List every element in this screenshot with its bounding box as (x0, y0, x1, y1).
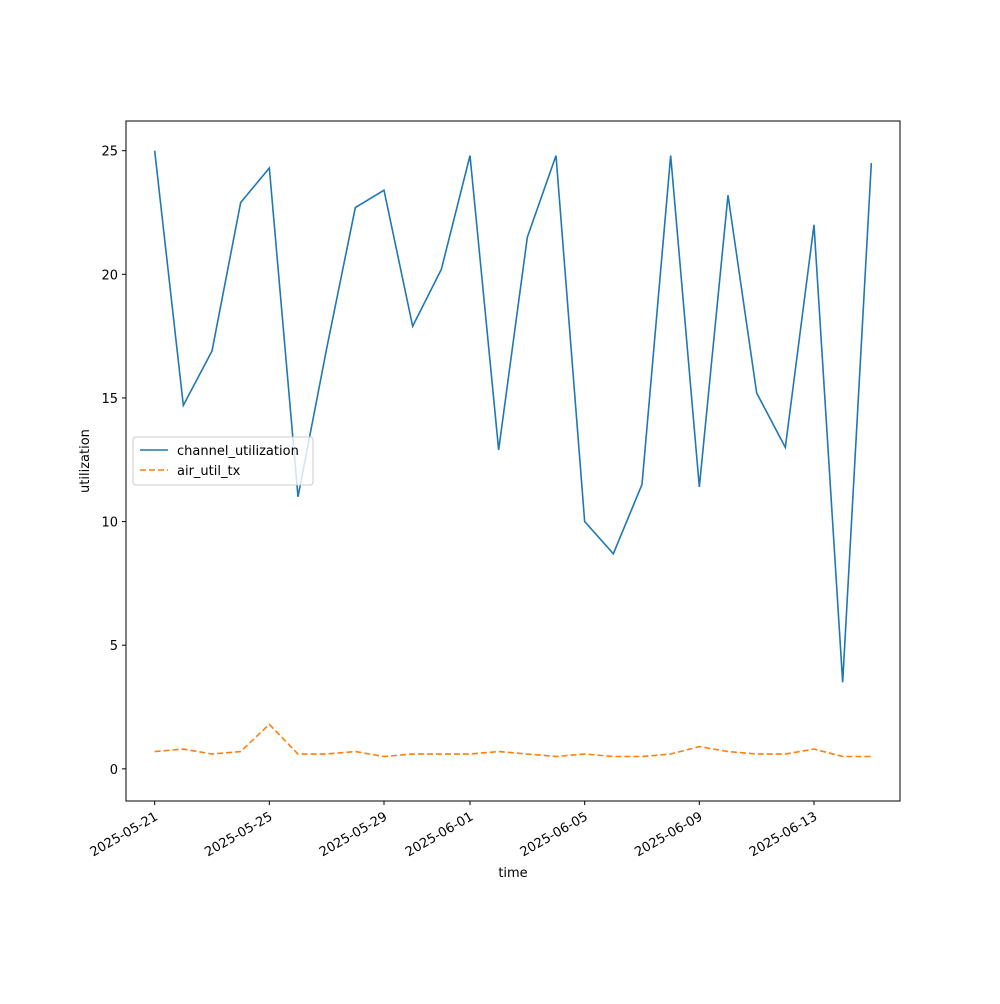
y-tick-label: 25 (101, 145, 118, 160)
series-line (153, 150, 873, 683)
x-tick-label: 2025-05-25 (202, 809, 275, 860)
y-tick-label: 0 (110, 763, 118, 778)
x-axis-label: time (498, 866, 527, 881)
y-tick-label: 5 (110, 639, 118, 654)
x-tick-label: 2025-06-09 (632, 809, 705, 860)
y-axis-label: utilization (78, 429, 93, 493)
x-tick-label: 2025-05-29 (317, 809, 390, 860)
series-line (154, 723, 872, 758)
axes-frame (125, 120, 901, 802)
legend-label: channel_utilization (177, 444, 299, 459)
legend-box (132, 436, 314, 486)
x-tick-label: 2025-06-05 (518, 809, 591, 860)
x-tick-label: 2025-06-01 (403, 809, 476, 860)
legend-label: air_util_tx (177, 464, 241, 479)
y-tick-label: 10 (101, 516, 118, 531)
x-tick-label: 2025-06-13 (747, 809, 820, 860)
x-tick-label: 2025-05-21 (88, 809, 161, 860)
y-tick-label: 20 (101, 268, 118, 283)
y-tick-label: 15 (101, 392, 118, 407)
